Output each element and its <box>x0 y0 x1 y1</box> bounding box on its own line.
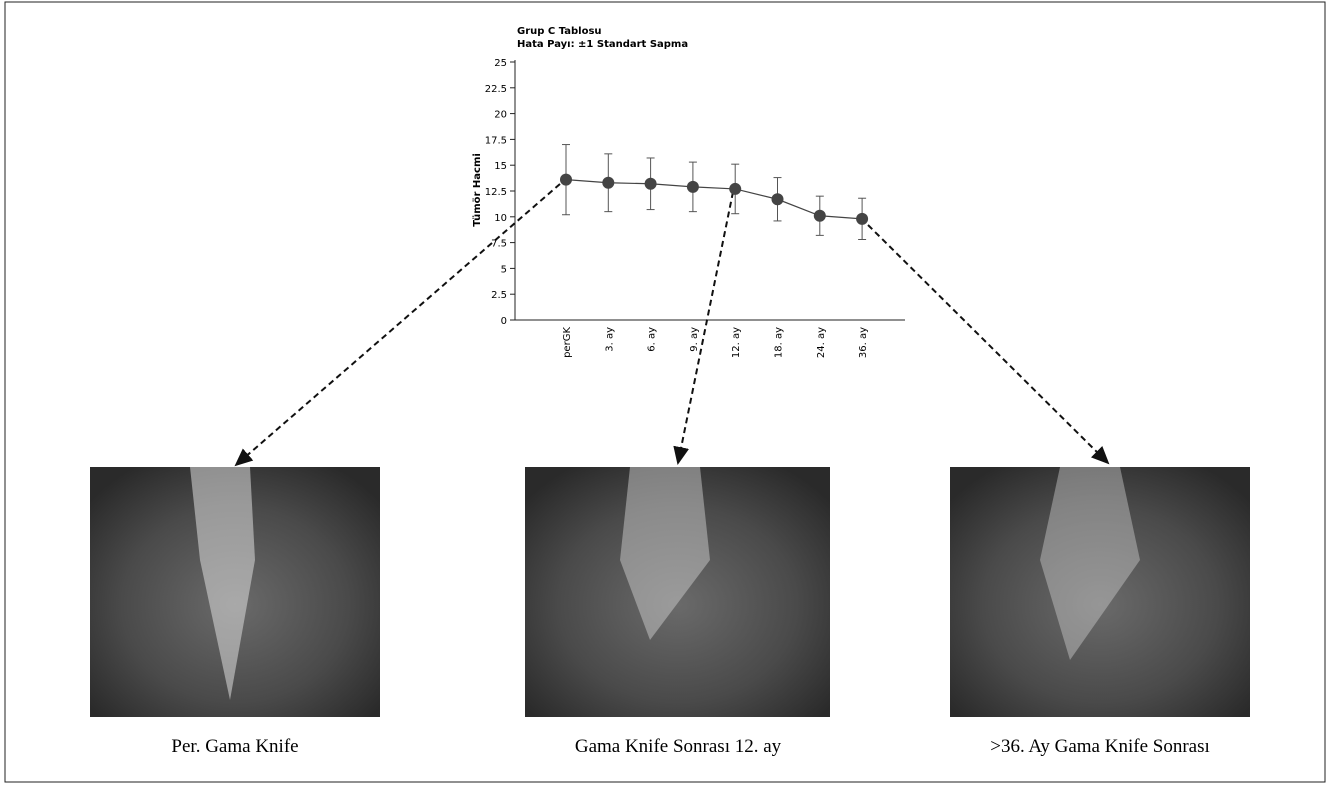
y-tick-label: 12.5 <box>485 187 507 198</box>
data-point <box>772 193 784 205</box>
x-tick-label: 18. ay <box>774 327 785 358</box>
y-tick-label: 0 <box>501 316 507 327</box>
x-tick-label: 3. ay <box>604 327 615 352</box>
data-point <box>814 210 826 222</box>
data-point <box>560 174 572 186</box>
data-point <box>602 177 614 189</box>
y-tick-label: 22.5 <box>485 84 507 95</box>
figure: Grup C Tablosu Hata Payı: ±1 Standart Sa… <box>0 0 1330 787</box>
pointer-arrow <box>236 184 560 465</box>
image-caption: >36. Ay Gama Knife Sonrası <box>990 736 1210 757</box>
y-tick-label: 7.5 <box>491 239 507 250</box>
pointer-arrow <box>678 192 733 463</box>
y-tick-label: 5 <box>501 264 507 275</box>
x-tick-label: perGK <box>562 327 573 358</box>
y-tick-label: 15 <box>494 161 507 172</box>
image-caption: Gama Knife Sonrası 12. ay <box>575 736 782 757</box>
pointer-arrow <box>868 225 1108 463</box>
y-tick-label: 20 <box>494 110 507 121</box>
y-axis-label: Tümör Hacmi <box>472 153 483 227</box>
images <box>90 467 1250 717</box>
y-tick-label: 2.5 <box>491 290 507 301</box>
data-point <box>687 181 699 193</box>
y-tick-label: 25 <box>494 58 507 69</box>
chart-title: Grup C Tablosu <box>517 26 602 37</box>
image-caption: Per. Gama Knife <box>171 736 298 757</box>
x-tick-label: 6. ay <box>647 327 658 352</box>
data-point <box>729 183 741 195</box>
y-tick-label: 10 <box>494 213 507 224</box>
x-tick-label: 36. ay <box>858 327 869 358</box>
x-tick-label: 9. ay <box>689 327 700 352</box>
chart-subtitle: Hata Payı: ±1 Standart Sapma <box>517 39 688 50</box>
y-tick-label: 17.5 <box>485 135 507 146</box>
data-point <box>645 178 657 190</box>
x-tick-label: 24. ay <box>816 327 827 358</box>
x-tick-label: 12. ay <box>731 327 742 358</box>
data-point <box>856 213 868 225</box>
